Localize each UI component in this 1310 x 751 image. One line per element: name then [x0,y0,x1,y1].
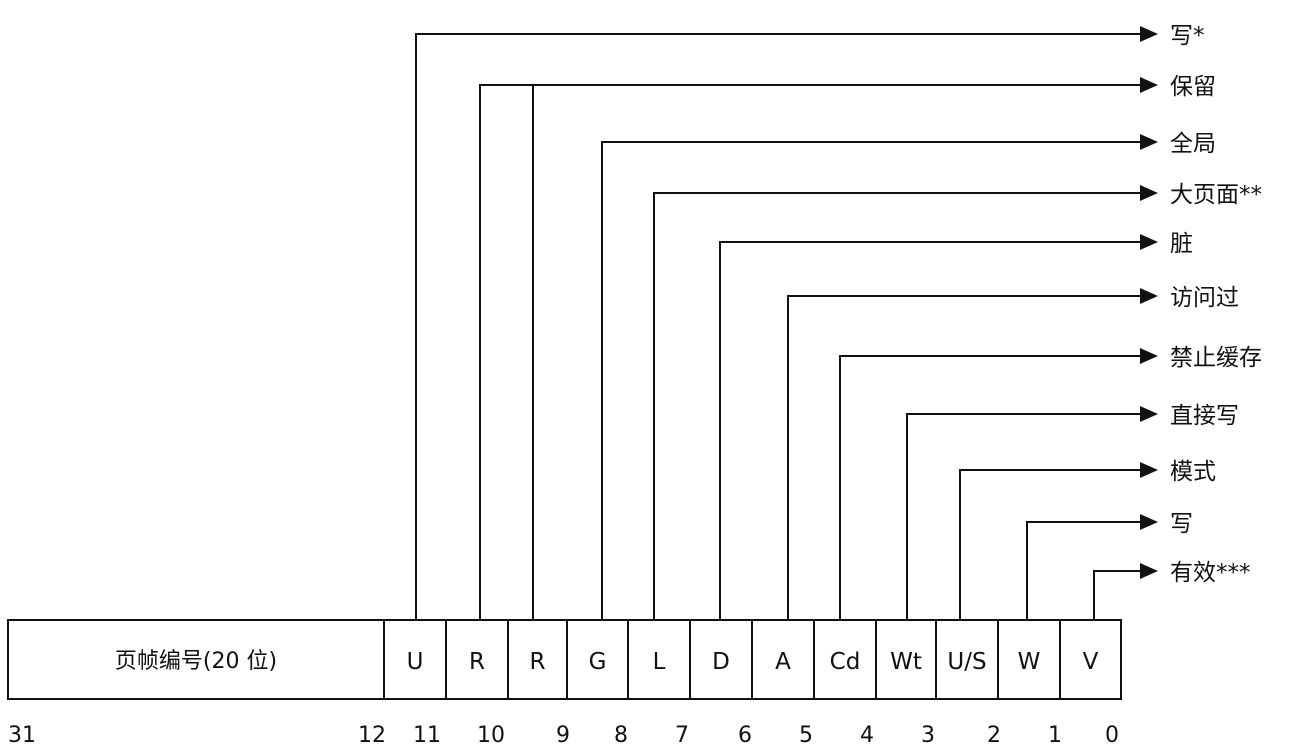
bit-number: 3 [921,723,935,748]
bit-number: 2 [987,723,1001,748]
bit-field-wt: Wt [890,649,922,675]
leader-line [653,192,1142,620]
leader-line [1093,570,1142,620]
arrowhead-icon [1140,563,1158,579]
leader-line [959,469,1142,620]
entry-register: 页帧编号(20 位) U R R G L D A Cd Wt U/S W V [7,619,1122,700]
bit-field-g: G [589,649,607,675]
bit-number: 6 [738,723,752,748]
bit-number: 10 [477,723,505,748]
arrowhead-icon [1140,462,1158,478]
bit-meaning-label: 大页面** [1170,182,1262,208]
leader-line [906,413,1142,620]
bit-meaning-label: 全局 [1170,131,1216,157]
leader-line [719,241,1142,620]
arrowhead-icon [1140,26,1158,42]
bit-meaning-label: 直接写 [1170,403,1239,429]
arrowhead-icon [1140,134,1158,150]
arrowhead-icon [1140,348,1158,364]
bit-field-l: L [653,649,666,675]
arrowhead-icon [1140,288,1158,304]
arrowhead-icon [1140,77,1158,93]
bit-number: 7 [675,723,689,748]
arrowhead-icon [1140,514,1158,530]
bit-field-v: V [1083,649,1099,675]
bit-meaning-label: 禁止缓存 [1170,345,1262,371]
bit-field-u-s: U/S [947,649,986,675]
bit-field-cd: Cd [830,649,861,675]
bit-number: 4 [860,723,874,748]
bit-meaning-label: 模式 [1170,459,1216,485]
bit-meaning-label: 保留 [1170,74,1216,100]
bit-number: 12 [358,723,386,748]
bit-numbers: 31 12 11 10 9 8 7 6 5 4 3 2 1 0 [8,723,1119,748]
bit-meaning-label: 有效*** [1170,560,1251,586]
bit-meaning-label: 访问过 [1170,285,1239,311]
leader-line [601,141,1142,620]
bit-field-a: A [775,649,791,675]
bit-number: 5 [799,723,813,748]
leader-line [1026,521,1142,620]
bit-meaning-label: 脏 [1170,231,1193,257]
frame-number-label: 页帧编号(20 位) [115,649,277,674]
bit-field-u: U [407,649,424,675]
bit-field-r: R [469,649,485,675]
leader-lines [415,26,1158,620]
arrowhead-icon [1140,234,1158,250]
bit-number: 9 [556,723,570,748]
bit-number: 8 [614,723,628,748]
arrowhead-icon [1140,406,1158,422]
leader-line [839,355,1142,620]
arrowhead-icon [1140,185,1158,201]
bit-number: 31 [8,723,36,748]
bit-field-r: R [530,649,546,675]
bit-number: 0 [1105,723,1119,748]
bit-meaning-label: 写 [1170,511,1193,537]
leader-line [787,295,1142,620]
leader-line [415,33,1142,620]
bit-meaning-label: 写* [1170,23,1205,49]
bit-field-w: W [1018,649,1041,675]
leader-line [479,84,1142,620]
register-outline [7,619,1122,700]
leader-line [532,84,1142,620]
bit-field-d: D [712,649,730,675]
bit-number: 11 [413,723,441,748]
bit-number: 1 [1048,723,1062,748]
